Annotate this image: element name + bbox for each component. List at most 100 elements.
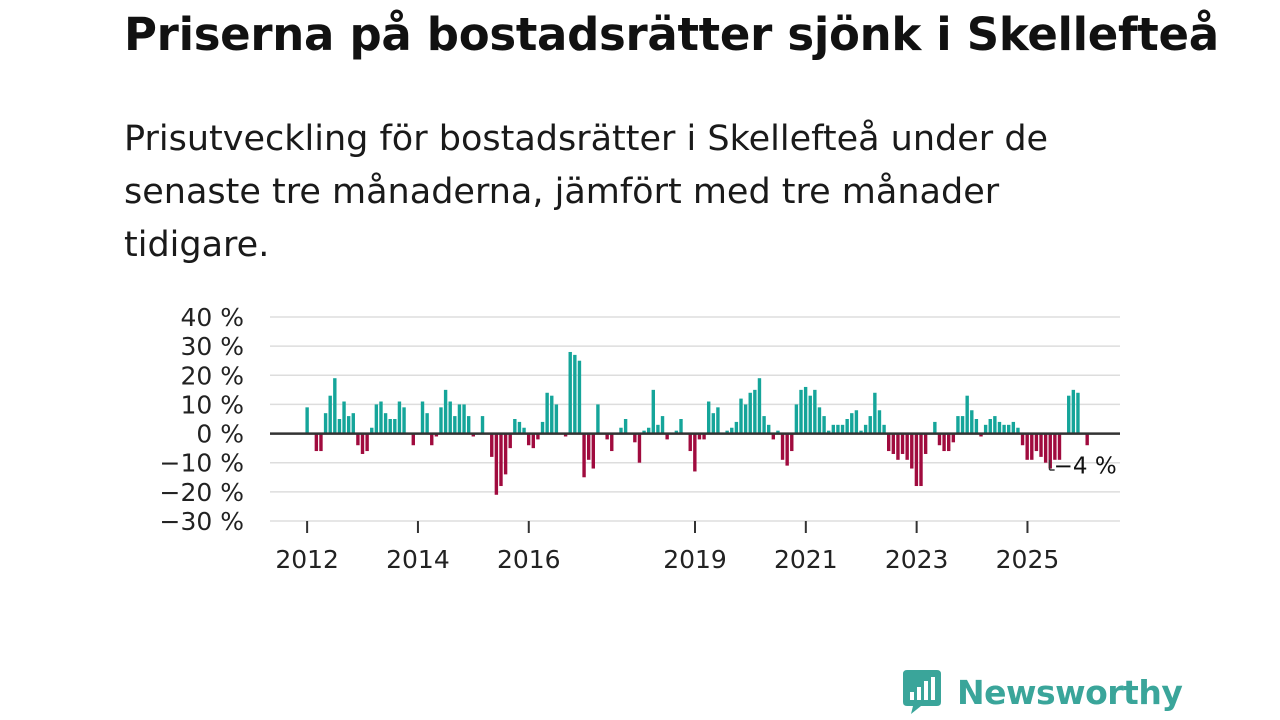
bar-positive [725, 430, 729, 434]
bar-positive [646, 427, 651, 434]
bar-positive [716, 407, 720, 434]
bar-positive [748, 392, 752, 434]
bar-positive [337, 419, 342, 434]
bar-negative [923, 433, 928, 454]
bar-positive [439, 407, 443, 434]
bar-negative [896, 433, 900, 460]
bar-negative [702, 433, 706, 440]
bar-negative [586, 433, 591, 460]
bar-negative [1057, 433, 1062, 460]
bar-positive [388, 419, 392, 434]
bar-negative [360, 433, 365, 454]
bar-positive [817, 407, 822, 434]
bar-negative [356, 433, 360, 446]
bar-negative [900, 433, 905, 454]
last-value-label: −4 % [1054, 454, 1117, 480]
bar-positive [660, 416, 665, 434]
bar-negative [1048, 433, 1052, 469]
bar-positive [734, 421, 739, 434]
bar-positive [988, 419, 992, 434]
brand-name: Newsworthy [957, 672, 1183, 712]
newsworthy-logo[interactable]: Newsworthy [901, 668, 1183, 716]
bar-negative [434, 433, 439, 437]
bar-negative [1025, 433, 1029, 460]
bar-positive [466, 416, 471, 434]
bar-negative [790, 433, 794, 452]
bar-negative [503, 433, 508, 475]
bar-positive [706, 401, 711, 434]
bar-positive [550, 395, 554, 434]
y-tick-label: −20 % [160, 478, 244, 507]
bar-negative [591, 433, 595, 469]
bar-negative [499, 433, 503, 487]
bar-positive [739, 398, 743, 434]
bar-positive [873, 392, 877, 434]
chart-subtitle: Prisutveckling för bostadsrätter i Skell… [124, 119, 1049, 265]
bar-positive [568, 351, 572, 434]
bar-positive [767, 424, 771, 434]
y-tick-label: 30 % [180, 332, 244, 361]
bar-negative [314, 433, 319, 452]
bar-negative [1020, 433, 1025, 446]
bar-positive [983, 424, 988, 434]
bar-positive [420, 401, 425, 434]
bar-positive [1071, 389, 1076, 434]
bar-negative [430, 433, 434, 446]
bar-positive [1011, 421, 1016, 434]
bar-positive [402, 407, 406, 434]
bar-positive [813, 389, 817, 434]
bar-positive [854, 410, 859, 434]
x-tick-label: 2025 [996, 545, 1060, 574]
bar-negative [665, 433, 669, 440]
bar-negative [531, 433, 535, 449]
bar-positive [1076, 392, 1080, 434]
bar-negative [1043, 433, 1048, 463]
bar-positive [517, 421, 522, 434]
bar-positive [956, 416, 960, 434]
bar-positive [374, 404, 379, 434]
bar-positive [1002, 424, 1006, 434]
bar-positive [997, 421, 1002, 434]
bar-positive [393, 419, 397, 434]
newsworthy-logo-icon [903, 670, 941, 714]
bar-positive [642, 430, 646, 434]
bar-positive [573, 354, 577, 434]
bar-positive [831, 424, 836, 434]
bar-positive [651, 389, 655, 434]
bar-negative [914, 433, 919, 487]
bar-positive [462, 404, 466, 434]
bar-positive [794, 404, 799, 434]
bar-negative [688, 433, 692, 452]
bar-negative [471, 433, 475, 437]
bar-negative [1039, 433, 1043, 457]
x-tick-label: 2014 [386, 545, 450, 574]
bar-negative [891, 433, 896, 454]
bar-positive [757, 378, 762, 434]
bar-negative [526, 433, 531, 446]
bar-negative [1085, 433, 1089, 446]
bar-negative [887, 433, 891, 452]
x-tick-label: 2012 [275, 545, 339, 574]
y-tick-label: 20 % [180, 361, 244, 390]
bar-positive [803, 386, 808, 434]
bar-positive [383, 413, 388, 434]
bar-positive [808, 395, 812, 434]
bar-positive [623, 419, 628, 434]
bar-positive [305, 407, 309, 434]
bar-positive [397, 401, 402, 434]
bar-positive [453, 416, 457, 434]
x-tick-label: 2016 [497, 545, 561, 574]
bar-positive [679, 419, 683, 434]
bar-negative [1030, 433, 1034, 460]
bar-positive [674, 430, 679, 434]
bar-positive [554, 404, 559, 434]
bar-negative [605, 433, 609, 440]
bar-positive [328, 395, 332, 434]
bar-positive [868, 416, 872, 434]
bar-positive [836, 424, 840, 434]
bar-negative [637, 433, 642, 463]
bar-positive [351, 413, 355, 434]
bar-positive [877, 410, 882, 434]
bar-positive [596, 404, 600, 434]
